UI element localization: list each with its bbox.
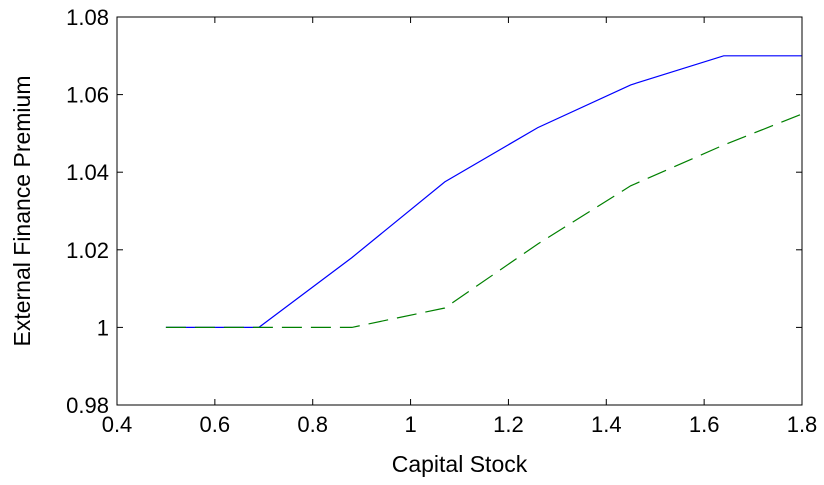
x-tick-label: 0.8 bbox=[297, 412, 328, 437]
x-tick-label: 1.8 bbox=[787, 412, 818, 437]
y-tick-label: 1.04 bbox=[66, 160, 109, 185]
series-group bbox=[165, 55, 803, 328]
y-tick-label: 0.98 bbox=[66, 393, 109, 418]
y-axis-label: External Finance Premium bbox=[9, 76, 35, 347]
y-tick-label: 1.02 bbox=[66, 238, 109, 263]
y-axis: 0.98 1 1.02 1.04 1.06 1.08 bbox=[66, 5, 802, 418]
x-tick-label: 0.4 bbox=[102, 412, 133, 437]
x-axis: 0.4 0.6 0.8 1 1.2 1.4 1.6 1.8 bbox=[102, 17, 818, 437]
y-tick-label: 1.08 bbox=[66, 5, 109, 30]
x-tick-label: 1 bbox=[404, 412, 416, 437]
y-tick-label: 1 bbox=[97, 315, 109, 340]
x-tick-label: 0.6 bbox=[200, 412, 231, 437]
x-tick-label: 1.6 bbox=[689, 412, 720, 437]
y-tick-label: 1.06 bbox=[66, 83, 109, 108]
x-axis-label: Capital Stock bbox=[392, 451, 528, 477]
x-tick-label: 1.4 bbox=[591, 412, 622, 437]
series-line-2 bbox=[165, 113, 803, 328]
series-line-1 bbox=[165, 55, 802, 328]
plot-area-frame bbox=[116, 16, 803, 406]
x-tick-label: 1.2 bbox=[493, 412, 524, 437]
